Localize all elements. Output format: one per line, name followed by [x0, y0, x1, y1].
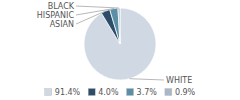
slice-label: WHITE — [166, 76, 192, 85]
legend-label: 4.0% — [98, 88, 119, 97]
legend-label: 3.7% — [137, 88, 158, 97]
legend-item: 3.7% — [127, 88, 158, 97]
pie — [84, 8, 156, 80]
legend-item: 0.9% — [165, 88, 196, 97]
legend: 91.4% 4.0% 3.7% 0.9% — [45, 88, 196, 97]
legend-item: 4.0% — [88, 88, 119, 97]
leader-line — [76, 11, 105, 24]
labels: WHITE ASIANHISPANICBLACK — [37, 2, 192, 85]
pie-slice — [118, 8, 120, 44]
leader-line — [130, 79, 164, 80]
legend-swatch — [127, 89, 134, 96]
chart: WHITE ASIANHISPANICBLACK 91.4% 4.0% 3.7% 0.9% — [0, 0, 240, 100]
legend-label: 0.9% — [175, 88, 196, 97]
legend-swatch — [165, 89, 172, 96]
slice-label: ASIAN — [50, 20, 74, 29]
leader-line — [76, 9, 114, 15]
legend-swatch — [45, 89, 52, 96]
pie-slice — [110, 8, 120, 44]
pie-slice — [84, 8, 156, 80]
leader-line — [76, 6, 119, 8]
slice-label: HISPANIC — [37, 11, 75, 20]
legend-swatch — [88, 89, 95, 96]
legend-item: 91.4% — [45, 88, 81, 97]
slice-label: BLACK — [48, 2, 75, 11]
legend-label: 91.4% — [55, 88, 81, 97]
